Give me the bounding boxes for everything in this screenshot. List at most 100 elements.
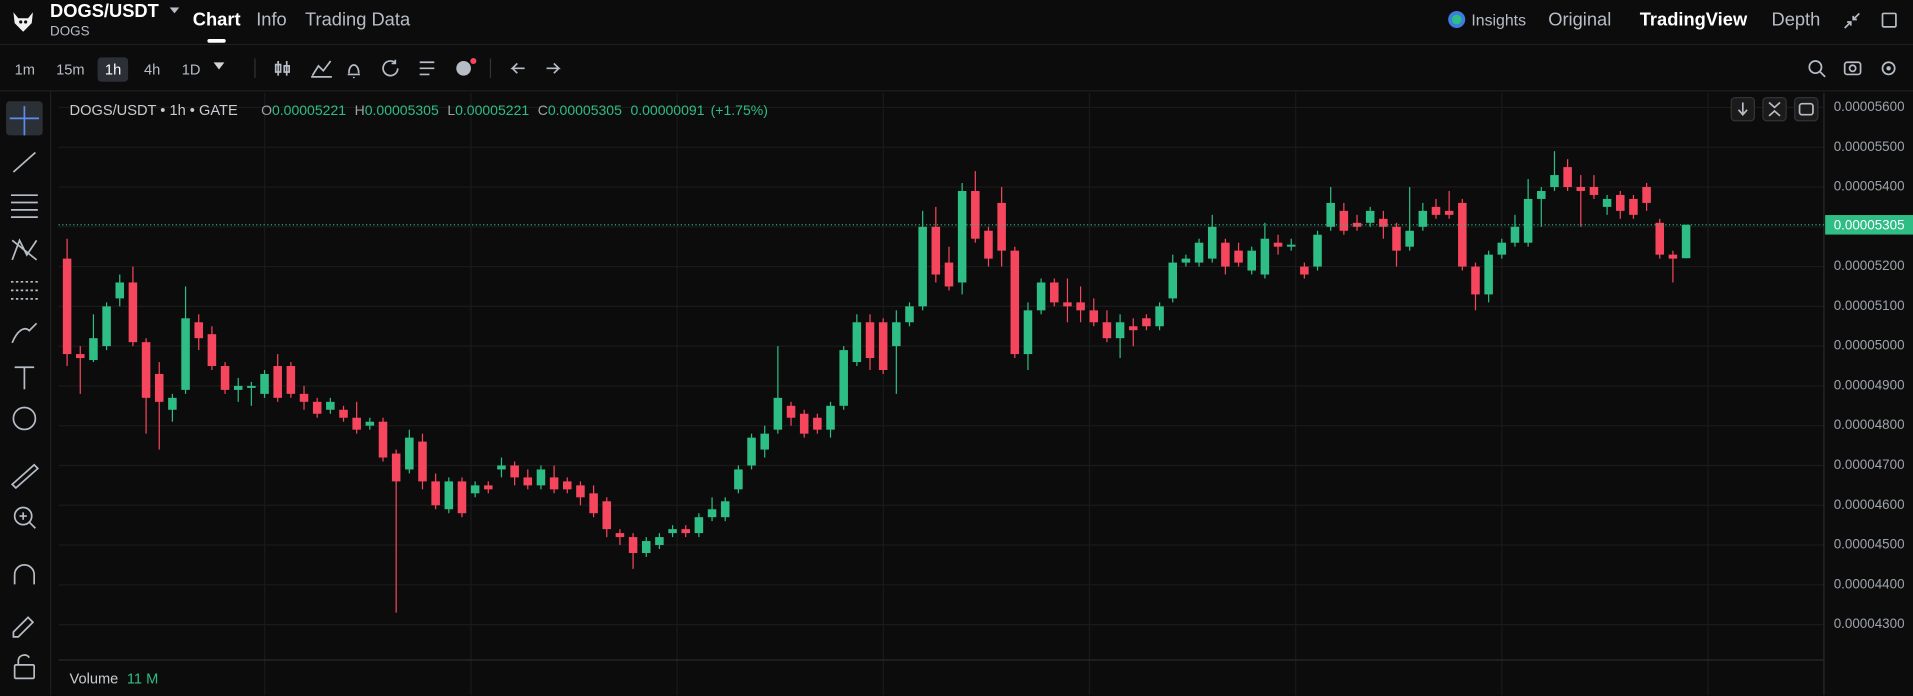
base-asset: DOGS bbox=[50, 24, 90, 40]
candle-body bbox=[589, 493, 598, 514]
candle-body bbox=[326, 401, 335, 410]
candle-body bbox=[1352, 222, 1362, 227]
legend-value: 0.00005221 bbox=[272, 102, 346, 118]
candle-body bbox=[734, 469, 743, 490]
candle-type[interactable] bbox=[274, 61, 291, 76]
candle-body bbox=[1431, 206, 1441, 215]
candle-body bbox=[497, 465, 506, 470]
redo[interactable] bbox=[546, 62, 561, 74]
zoom-tool[interactable] bbox=[13, 506, 33, 526]
snapshot[interactable] bbox=[1843, 61, 1862, 76]
candle-body bbox=[286, 366, 296, 394]
symbol-dropdown[interactable] bbox=[169, 7, 180, 14]
candle-body bbox=[918, 226, 927, 307]
reset-button[interactable] bbox=[1794, 96, 1819, 122]
tab[interactable]: Info bbox=[256, 9, 287, 31]
header-link[interactable]: Insights bbox=[1471, 10, 1527, 30]
horizontal-grid bbox=[58, 106, 1824, 626]
candle-body bbox=[1523, 198, 1533, 243]
candle-body bbox=[352, 417, 361, 430]
candle-body bbox=[852, 322, 862, 363]
chart-title: DOGS/USDT • 1h • GATE bbox=[70, 103, 238, 119]
candle-body bbox=[1260, 238, 1270, 275]
candle-body bbox=[628, 537, 638, 553]
emoji-tool[interactable] bbox=[12, 406, 37, 431]
legend-key: L bbox=[447, 102, 455, 118]
candle-body bbox=[944, 262, 954, 287]
unlock-tool[interactable] bbox=[13, 664, 36, 680]
candle-body bbox=[681, 529, 691, 534]
undo[interactable] bbox=[510, 62, 525, 74]
text-tool[interactable] bbox=[14, 366, 35, 390]
candle-body bbox=[470, 485, 480, 494]
projection-tool[interactable] bbox=[10, 280, 38, 300]
minimize-icon[interactable] bbox=[1842, 11, 1862, 31]
magnet-tool[interactable] bbox=[13, 564, 36, 585]
header-link[interactable]: Depth bbox=[1771, 9, 1821, 31]
templates[interactable] bbox=[419, 61, 435, 76]
candle-body bbox=[1326, 202, 1335, 227]
candle-body bbox=[128, 282, 138, 343]
fullscreen-icon[interactable] bbox=[1880, 11, 1900, 31]
symbol[interactable]: DOGS/USDT bbox=[50, 1, 159, 22]
candle-body bbox=[1418, 210, 1428, 227]
lock-drawing[interactable] bbox=[12, 616, 35, 638]
candle-body bbox=[997, 202, 1006, 251]
tab[interactable]: Chart bbox=[192, 9, 241, 31]
interval[interactable]: 1m bbox=[14, 61, 35, 79]
y-tick-label: 0.00004700 bbox=[1834, 457, 1905, 472]
plugins[interactable] bbox=[456, 61, 471, 76]
interval[interactable]: 1D bbox=[181, 61, 201, 79]
candle-body bbox=[102, 306, 111, 347]
candle-body bbox=[760, 433, 769, 450]
candle-body bbox=[1576, 187, 1586, 191]
y-tick-label: 0.00004400 bbox=[1834, 576, 1905, 591]
replay[interactable] bbox=[382, 59, 399, 77]
candle-body bbox=[668, 529, 677, 534]
alert[interactable] bbox=[347, 64, 360, 79]
candle-body bbox=[747, 437, 756, 466]
header-link[interactable]: Original bbox=[1548, 9, 1612, 31]
chart-controls bbox=[1730, 96, 1819, 122]
candle-body bbox=[457, 481, 467, 514]
candle-body bbox=[1036, 282, 1046, 311]
logo bbox=[13, 12, 33, 32]
indicators[interactable] bbox=[311, 60, 332, 78]
candle-body bbox=[1234, 250, 1243, 263]
y-tick-label: 0.00005000 bbox=[1834, 338, 1905, 353]
candle-body bbox=[971, 190, 980, 239]
drawing-tools bbox=[0, 91, 52, 696]
candle-body bbox=[1207, 226, 1217, 259]
header-link[interactable]: TradingView bbox=[1639, 9, 1748, 31]
candle-body bbox=[1563, 167, 1572, 188]
candle-body bbox=[207, 334, 217, 367]
settings[interactable] bbox=[1881, 61, 1896, 76]
collapse-button[interactable] bbox=[1762, 96, 1787, 122]
candle-body bbox=[365, 421, 375, 426]
candle-body bbox=[378, 421, 388, 458]
y-tick-label: 0.00005500 bbox=[1834, 139, 1905, 154]
candle-body bbox=[707, 509, 717, 518]
interval-dropdown[interactable] bbox=[213, 62, 225, 71]
legend-value: 0.00005305 bbox=[365, 102, 439, 118]
candle-body bbox=[773, 397, 783, 430]
brush-tool[interactable] bbox=[11, 322, 38, 344]
candle-body bbox=[1050, 282, 1059, 303]
candle-body bbox=[391, 453, 401, 482]
interval[interactable]: 4h bbox=[143, 61, 161, 79]
interval[interactable]: 1h bbox=[97, 57, 129, 82]
interval[interactable]: 15m bbox=[56, 61, 85, 79]
candle-body bbox=[1286, 244, 1296, 247]
fib-tool[interactable] bbox=[10, 194, 38, 219]
search[interactable] bbox=[1808, 60, 1823, 75]
y-tick-label: 0.00004800 bbox=[1834, 417, 1905, 432]
pattern-tool[interactable] bbox=[11, 238, 38, 261]
trend-line[interactable] bbox=[12, 151, 36, 173]
measure-tool[interactable] bbox=[10, 463, 40, 490]
legend-value: 0.00005221 bbox=[455, 102, 529, 118]
tab[interactable]: Trading Data bbox=[305, 9, 411, 31]
candle-body bbox=[220, 366, 230, 390]
candle-body bbox=[826, 405, 835, 430]
candle-body bbox=[523, 477, 533, 486]
